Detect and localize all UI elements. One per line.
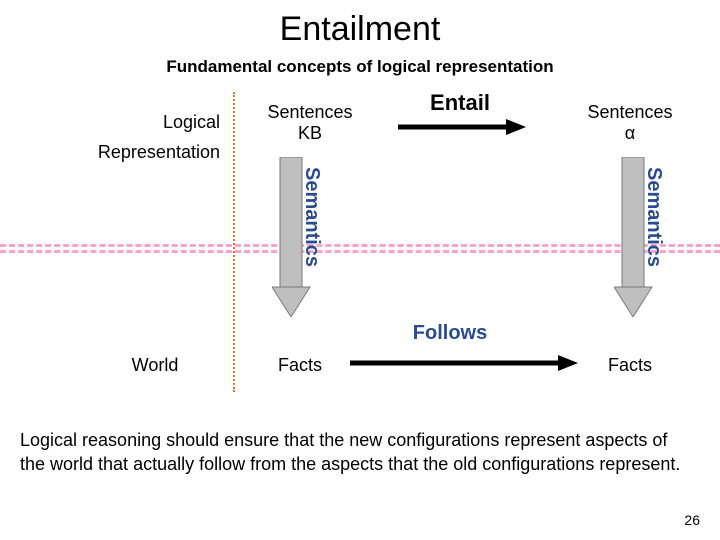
label-representation: Representation — [40, 142, 220, 163]
label-sentences-a-l1: Sentences — [587, 102, 672, 122]
label-facts-left: Facts — [260, 355, 340, 376]
hline-bot — [0, 250, 720, 253]
label-world: World — [95, 355, 215, 376]
label-facts-right: Facts — [590, 355, 670, 376]
label-entail: Entail — [400, 90, 520, 115]
label-follows: Follows — [390, 322, 510, 345]
page-title: Entailment — [0, 0, 720, 49]
arrow-follows — [350, 353, 580, 373]
label-sentences-kb: Sentences KB — [255, 102, 365, 143]
label-semantics-right: Semantics — [642, 167, 665, 267]
footer-paragraph: Logical reasoning should ensure that the… — [20, 428, 690, 477]
arrow-entail — [398, 117, 528, 137]
label-logical: Logical — [60, 112, 220, 133]
semantics-left-block: Semantics — [278, 157, 318, 317]
hline-top — [0, 244, 720, 247]
vertical-divider — [233, 92, 235, 392]
label-sentences-kb-l2: KB — [298, 123, 322, 143]
label-sentences-a-l2: α — [625, 123, 635, 143]
page-subtitle: Fundamental concepts of logical represen… — [0, 49, 720, 77]
diagram-area: Logical Representation World Sentences K… — [0, 77, 720, 407]
label-sentences-kb-l1: Sentences — [267, 102, 352, 122]
semantics-right-block: Semantics — [620, 157, 660, 317]
page-number: 26 — [684, 512, 700, 528]
label-semantics-left: Semantics — [300, 167, 323, 267]
label-sentences-alpha: Sentences α — [575, 102, 685, 143]
